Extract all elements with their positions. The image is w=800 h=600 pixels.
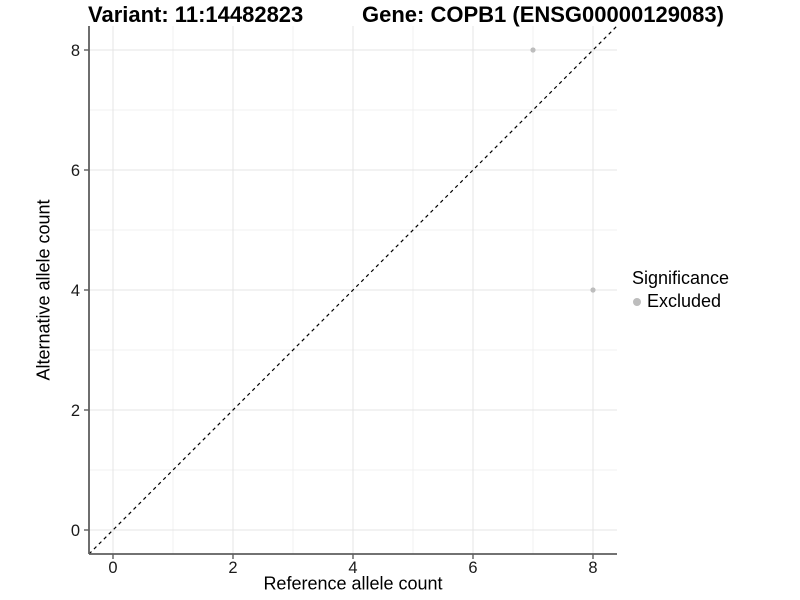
y-tick-label: 0 <box>71 522 80 540</box>
legend-entry-excluded: Excluded <box>630 291 729 312</box>
y-tick-label: 2 <box>71 402 80 420</box>
y-tick-label: 6 <box>71 162 80 180</box>
legend-entry-label: Excluded <box>647 291 722 311</box>
legend: Significance Excluded <box>630 267 729 312</box>
plot-title-gene: Gene: COPB1 (ENSG00000129083) <box>362 2 724 27</box>
data-point <box>590 287 596 293</box>
x-tick-label: 0 <box>108 559 117 577</box>
y-tick-label: 8 <box>71 42 80 60</box>
identity-dashed-line <box>88 25 618 555</box>
x-tick-label: 4 <box>348 559 357 577</box>
y-axis-label: Alternative allele count <box>33 199 54 381</box>
y-tick-label: 4 <box>71 282 80 300</box>
x-tick-label: 6 <box>468 559 477 577</box>
legend-title: Significance <box>632 268 730 288</box>
x-tick-label: 8 <box>588 559 597 577</box>
x-tick-label: 2 <box>228 559 237 577</box>
x-axis-label: Reference allele count <box>263 573 443 594</box>
data-point <box>530 47 536 53</box>
legend-key-dot-icon <box>633 297 641 306</box>
plot-title-variant: Variant: 11:14482823 <box>88 2 304 27</box>
